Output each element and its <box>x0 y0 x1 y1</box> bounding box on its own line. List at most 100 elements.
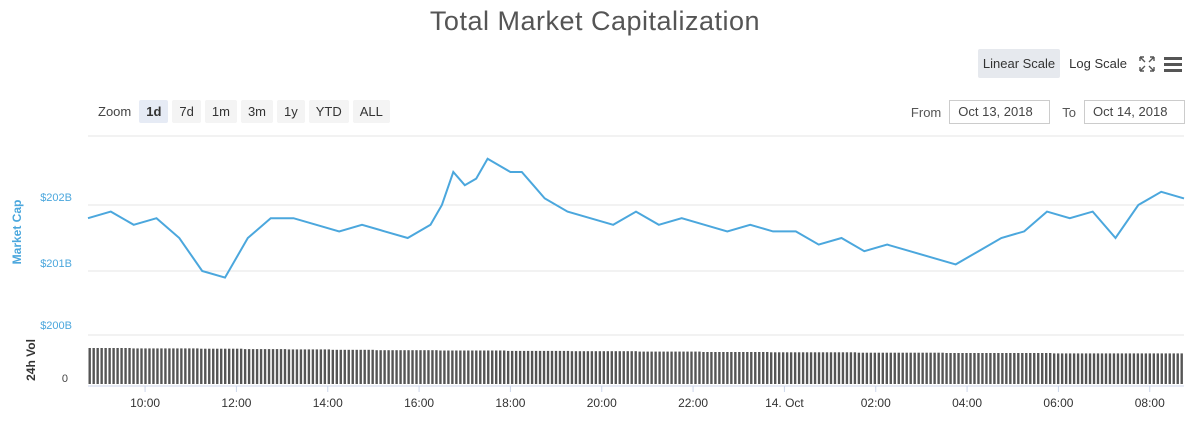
volume-bar <box>196 348 199 384</box>
volume-bar <box>662 351 665 384</box>
x-tick-label: 10:00 <box>130 396 160 410</box>
x-tick-label: 22:00 <box>678 396 708 410</box>
market-cap-line <box>87 157 1185 279</box>
volume-bar <box>766 352 769 384</box>
volume-bar <box>108 348 111 384</box>
x-tick-label: 14. Oct <box>765 396 804 410</box>
x-axis: 10:00 12:00 14:00 16:00 18:00 20:00 22:00 14. O… <box>130 386 1165 410</box>
volume-bar <box>526 350 530 384</box>
volume-bar <box>275 349 279 384</box>
volume-bar <box>1076 353 1080 384</box>
volume-bar <box>550 350 554 384</box>
volume-bar <box>1164 353 1167 384</box>
zoom-3m-button[interactable]: 3m <box>240 100 273 123</box>
x-tick-label: 02:00 <box>861 396 891 410</box>
scale-controls: Linear Scale Log Scale <box>977 49 1184 78</box>
volume-bar <box>1084 353 1088 384</box>
volume-bar <box>495 350 498 384</box>
volume-bar <box>227 348 231 384</box>
volume-bar <box>435 350 438 384</box>
volume-bar <box>283 349 287 384</box>
x-tick-label: 14:00 <box>313 396 343 410</box>
fullscreen-icon[interactable] <box>1136 50 1158 78</box>
volume-bar <box>351 349 354 384</box>
volume-bar <box>1021 353 1024 384</box>
volume-bar <box>295 349 299 384</box>
volume-bar <box>530 350 534 384</box>
volume-bar <box>642 351 645 384</box>
volume-bar <box>447 350 450 384</box>
volume-bar <box>965 353 968 384</box>
zoom-all-button[interactable]: ALL <box>352 100 390 123</box>
volume-bar <box>622 351 625 384</box>
volume-bar <box>1180 353 1183 384</box>
volume-bar <box>1104 353 1108 384</box>
zoom-7d-button[interactable]: 7d <box>172 100 201 123</box>
volume-bar <box>267 349 271 384</box>
volume-bar <box>674 351 677 384</box>
volume-bar <box>247 349 251 384</box>
volume-bar <box>88 348 91 384</box>
volume-bar <box>853 352 857 384</box>
volume-bar <box>355 349 358 384</box>
volume-bar <box>682 351 685 384</box>
volume-bar <box>833 352 837 384</box>
volume-bar <box>997 353 1000 384</box>
volume-bar <box>327 349 331 384</box>
volume-bar <box>861 352 865 384</box>
volume-bar <box>582 351 586 384</box>
log-scale-button[interactable]: Log Scale <box>1069 56 1127 71</box>
volume-bar <box>522 350 526 384</box>
zoom-1y-button[interactable]: 1y <box>277 100 305 123</box>
volume-bar <box>176 348 179 384</box>
volume-bar <box>646 351 649 384</box>
volume-bar <box>857 352 861 384</box>
volume-bar <box>243 349 247 384</box>
volume-bar <box>1064 353 1068 384</box>
volume-bar <box>817 352 821 384</box>
hamburger-menu-icon[interactable] <box>1162 50 1184 78</box>
volume-bar <box>359 349 362 384</box>
volume-bar <box>750 352 753 384</box>
zoom-1d-button[interactable]: 1d <box>139 100 169 123</box>
volume-bar <box>614 351 617 384</box>
volume-bar <box>821 352 825 384</box>
volume-bar <box>506 350 510 384</box>
volume-bar <box>781 352 785 384</box>
volume-bar <box>666 351 669 384</box>
volume-bar <box>989 353 992 384</box>
volume-bar <box>451 350 454 384</box>
zoom-1m-button[interactable]: 1m <box>204 100 237 123</box>
volume-bar <box>626 351 629 384</box>
volume-bar <box>502 350 506 384</box>
volume-bar <box>411 350 414 384</box>
volume-bar <box>100 348 103 384</box>
volume-bar <box>315 349 319 384</box>
to-date-input[interactable]: Oct 14, 2018 <box>1084 100 1185 124</box>
zoom-ytd-button[interactable]: YTD <box>308 100 349 123</box>
chart-title: Total Market Capitalization <box>429 6 761 36</box>
volume-bar <box>961 353 964 384</box>
volume-bar <box>483 350 486 384</box>
volume-bar <box>570 351 574 384</box>
volume-bar <box>710 352 713 384</box>
volume-bar <box>251 349 255 384</box>
volume-bar <box>475 350 478 384</box>
volume-bar <box>1017 353 1020 384</box>
volume-bar <box>1116 353 1120 384</box>
volume-bar <box>259 349 263 384</box>
volume-bar <box>1080 353 1084 384</box>
volume-bar <box>399 350 402 384</box>
volume-bar <box>638 351 641 384</box>
volume-bar <box>889 352 892 384</box>
volume-bar <box>200 348 203 384</box>
volume-bar <box>1160 353 1163 384</box>
volume-bar <box>510 350 514 384</box>
volume-bar <box>562 350 566 384</box>
volume-bar <box>909 352 912 384</box>
from-date-input[interactable]: Oct 13, 2018 <box>949 100 1051 124</box>
linear-scale-button[interactable]: Linear Scale <box>977 49 1061 78</box>
volume-bar <box>586 351 590 384</box>
volume-bar <box>654 351 657 384</box>
